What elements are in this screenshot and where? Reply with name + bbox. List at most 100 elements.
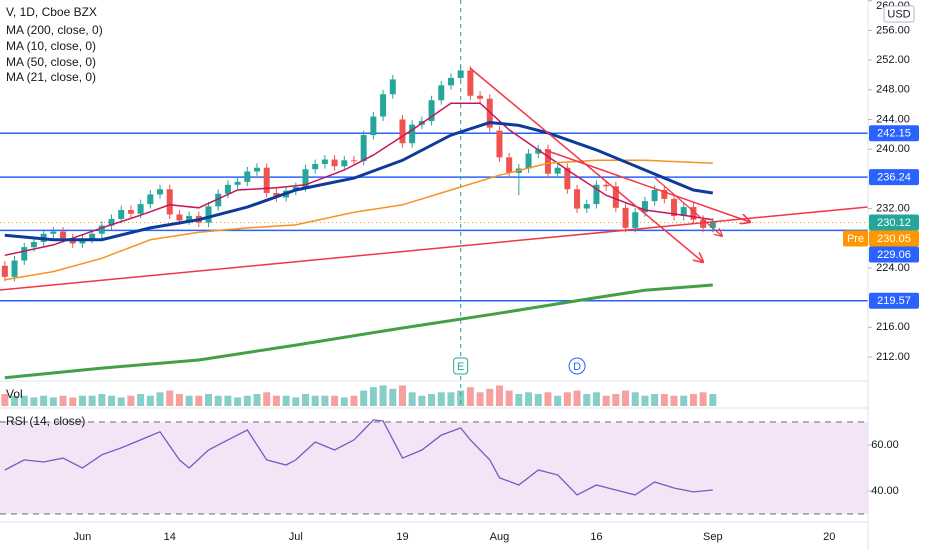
volume-bar: [243, 395, 251, 406]
event-marker: [568, 357, 586, 375]
candle-body: [321, 159, 328, 165]
candle-body: [583, 204, 590, 209]
volume-bar: [680, 395, 688, 406]
candle-body: [496, 130, 503, 158]
volume-bar: [340, 397, 348, 406]
candle-body: [176, 214, 183, 221]
volume-bar: [185, 395, 193, 406]
volume-bar: [670, 395, 678, 406]
rsi-line: [4, 419, 713, 496]
candle-body: [98, 225, 105, 234]
candle-body: [380, 94, 387, 117]
candle-body: [79, 238, 86, 244]
volume-bar: [699, 392, 707, 406]
candle-body: [574, 189, 581, 209]
candle-body: [671, 198, 678, 216]
volume-bar: [612, 394, 620, 406]
candle-body: [341, 160, 348, 167]
candle-body: [224, 184, 231, 194]
candle-body: [50, 231, 57, 234]
volume-bar: [563, 392, 571, 406]
candle-body: [157, 189, 164, 195]
x-tick-label: Sep: [703, 531, 723, 543]
candle-body: [612, 186, 619, 208]
volume-bar: [117, 397, 125, 406]
x-tick-label: 16: [590, 531, 602, 543]
y-tick-label: 224.00: [876, 262, 910, 274]
volume-bar: [49, 397, 57, 406]
volume-bar: [379, 385, 387, 406]
event-label: E: [457, 361, 464, 373]
moving-average: [4, 120, 714, 242]
volume-bar: [311, 395, 319, 406]
price-label: 230.12: [877, 217, 911, 229]
candle-body: [525, 153, 532, 169]
candle-body: [1, 265, 8, 277]
price-label-bg: [869, 292, 919, 309]
volume-bar: [263, 392, 271, 406]
candle-body: [360, 135, 367, 162]
event-label: D: [573, 361, 581, 373]
volume-bar: [398, 385, 406, 406]
candle-body: [60, 231, 67, 239]
candle-body: [700, 219, 707, 228]
volume-bar: [195, 395, 203, 406]
rsi-band: [0, 421, 868, 514]
moving-average: [4, 159, 713, 281]
pre-tag-bg: [843, 230, 868, 247]
volume-bar: [651, 394, 659, 406]
y-tick-label: 212.00: [876, 351, 910, 363]
volume-bar: [175, 394, 183, 406]
x-tick-label: Jun: [74, 531, 92, 543]
candle-body: [215, 193, 222, 207]
y-tick-label: 240.00: [876, 143, 910, 155]
pre-tag: Pre: [847, 233, 864, 245]
candle-body: [506, 157, 513, 173]
volume-bar: [534, 394, 542, 406]
price-label: 230.05: [877, 233, 911, 245]
trend-line: [0, 206, 869, 291]
legend-entry: MA (200, close, 0): [6, 23, 103, 37]
volume-bar: [234, 397, 242, 406]
candle-body: [438, 85, 445, 101]
volume-bar: [709, 394, 717, 406]
volume-bar: [554, 395, 562, 406]
candle-body: [457, 70, 464, 78]
y-tick-label: 248.00: [876, 84, 910, 96]
candle-body: [389, 79, 396, 95]
volume-bar: [592, 392, 600, 406]
candle-body: [593, 184, 600, 205]
candle-body: [234, 181, 241, 185]
y-tick-label: 252.00: [876, 54, 910, 66]
volume-bar: [418, 395, 426, 406]
x-tick-label: 19: [396, 531, 408, 543]
price-label-bg: [869, 246, 919, 263]
candle-body: [467, 70, 474, 96]
volume-bar: [20, 395, 28, 406]
y-tick-label: 60.00: [871, 439, 899, 451]
volume-bar: [301, 394, 309, 406]
volume-bar: [360, 390, 368, 406]
candle-body: [428, 100, 435, 121]
chart-title: V, 1D, Cboe BZX: [6, 5, 97, 19]
candle-body: [486, 98, 493, 128]
volume-bar: [389, 388, 397, 406]
candle-body: [21, 247, 28, 261]
candle-body: [350, 160, 357, 162]
candle-body: [89, 233, 96, 239]
volume-bar: [282, 395, 290, 406]
volume-bar: [544, 392, 552, 406]
candle-body: [263, 167, 270, 193]
currency-box: [883, 5, 915, 23]
volume-bar: [350, 395, 358, 406]
candle-body: [166, 189, 173, 215]
candle-body: [108, 218, 115, 226]
candle-body: [273, 192, 280, 198]
legend-entry: MA (50, close, 0): [6, 55, 96, 69]
candle-body: [409, 124, 416, 144]
volume-bar: [11, 395, 19, 406]
candle-body: [254, 167, 261, 172]
volume-bar: [69, 397, 77, 406]
